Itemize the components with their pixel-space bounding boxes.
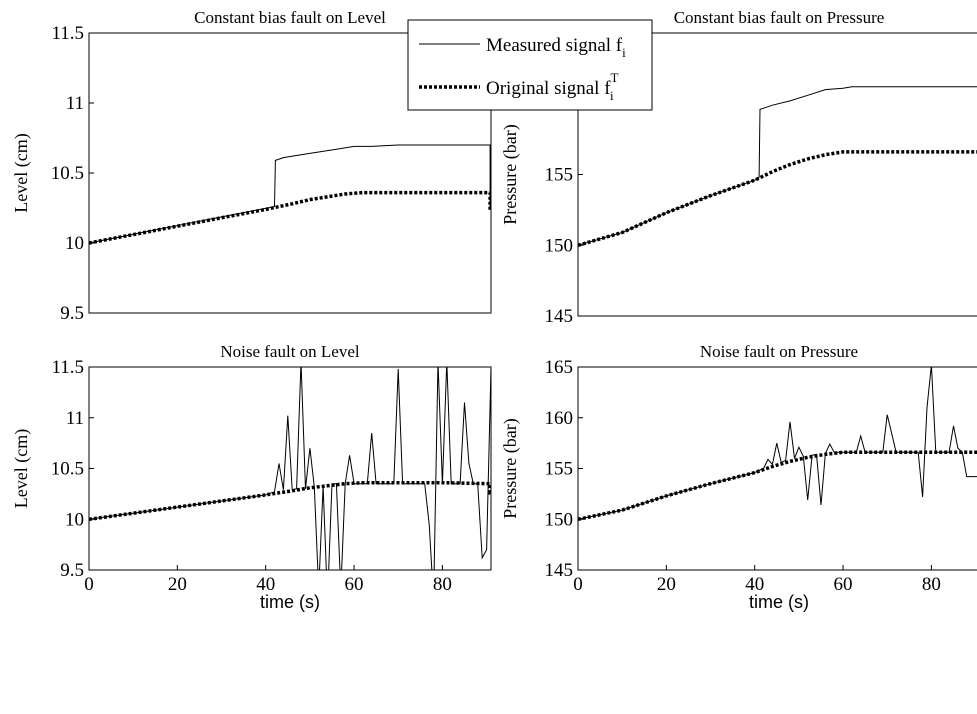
chart-title-noise-pressure: Noise fault on Pressure (700, 342, 858, 361)
ytick-label-noise-level: 11.5 (51, 357, 84, 378)
legend-label-measured-sub: i (622, 45, 626, 60)
ytick-label-bias-pressure: 145 (545, 306, 574, 327)
legend-label-original: Original signal fT i (486, 70, 619, 103)
ytick-label-bias-level: 11.5 (51, 23, 84, 44)
legend-box (407, 19, 653, 111)
ytick-label-bias-level: 10 (65, 233, 84, 254)
xtick-label-noise-level: 40 (256, 574, 275, 595)
panel-noise-level: 9.5 10 10.5 11 11.5 0 20 40 60 80 Noise fault on L… (11, 342, 492, 612)
ytick-label-noise-level: 11 (66, 408, 84, 429)
legend-label-measured: Measured signal fi (486, 35, 626, 60)
ytick-label-noise-pressure: 150 (545, 509, 574, 530)
chart-title-bias-level: Constant bias fault on Level (194, 8, 386, 27)
ytick-label-noise-level: 9.5 (60, 560, 84, 581)
legend-label-original-main: Original signal f (486, 78, 611, 99)
xtick-label-noise-pressure: 60 (834, 574, 853, 595)
chart-title-bias-pressure: Constant bias fault on Pressure (674, 8, 885, 27)
legend-label-original-sup: T (611, 70, 619, 85)
series-original-noise-level (89, 480, 491, 522)
legend-label-measured-main: Measured signal f (486, 35, 623, 56)
axes-box-noise-level (88, 366, 492, 571)
series-original-noise-pressure (578, 450, 977, 522)
ytick-label-bias-level: 9.5 (60, 303, 84, 324)
ytick-label-noise-pressure: 165 (545, 357, 574, 378)
xtick-label-noise-pressure: 80 (922, 574, 941, 595)
xtick-label-noise-pressure: 0 (573, 574, 583, 595)
y-axis-label-bias-level: Level (cm) (11, 133, 32, 212)
ytick-label-bias-level: 10.5 (51, 163, 84, 184)
ytick-label-noise-pressure: 160 (545, 408, 574, 429)
ytick-label-bias-pressure: 150 (545, 235, 574, 256)
series-measured-bias-level (89, 144, 491, 244)
xtick-label-noise-level: 20 (168, 574, 187, 595)
chart-title-noise-level: Noise fault on Level (220, 342, 360, 361)
xtick-label-noise-level: 60 (345, 574, 364, 595)
xtick-label-noise-level: 0 (84, 574, 94, 595)
x-axis-label-noise-pressure: time (s) (749, 592, 809, 612)
series-measured-bias-pressure (578, 86, 977, 246)
ytick-label-bias-pressure: 155 (545, 165, 574, 186)
xtick-label-noise-pressure: 40 (745, 574, 764, 595)
y-axis-label-bias-pressure: Pressure (bar) (500, 124, 521, 224)
ytick-label-noise-pressure: 155 (545, 459, 574, 480)
series-original-bias-level (89, 190, 491, 245)
series-original-bias-pressure (578, 150, 977, 247)
ytick-label-noise-level: 10.5 (51, 459, 84, 480)
xtick-label-noise-pressure: 20 (657, 574, 676, 595)
axes-box-noise-pressure (577, 366, 977, 571)
legend: Measured signal fi Original signal fT i (407, 19, 653, 111)
y-axis-label-noise-level: Level (cm) (11, 429, 32, 508)
xtick-label-noise-level: 80 (433, 574, 452, 595)
legend-label-original-sub: i (610, 88, 614, 103)
panel-noise-pressure: 145 150 155 160 165 0 20 40 60 80 Noise fault on P… (500, 342, 977, 612)
ytick-label-bias-level: 11 (66, 93, 84, 114)
panel-bias-pressure: 145 150 155 Constant bias fault on Pressure… (500, 8, 977, 327)
ytick-label-noise-level: 10 (65, 509, 84, 530)
ytick-label-noise-pressure: 145 (545, 560, 574, 581)
y-axis-label-noise-pressure: Pressure (bar) (500, 418, 521, 518)
x-axis-label-noise-level: time (s) (260, 592, 320, 612)
